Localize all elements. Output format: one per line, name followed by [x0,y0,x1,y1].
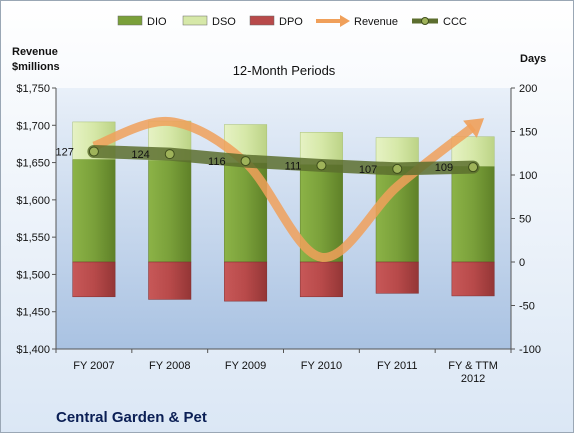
x-tick-label: FY 2009 [225,360,266,372]
x-axis: FY 2007 FY 2008 FY 2009 FY 2010 FY 2011 FY & … [55,348,512,385]
legend-label: Revenue [354,16,398,28]
left-tick-label: $1,500 [16,269,50,281]
ccc-line [87,145,480,176]
legend-swatch [117,15,143,26]
right-tick-label: 200 [519,83,537,95]
ccc-point [316,160,327,171]
legend-arrow-head [340,15,350,27]
legend: DIO DSO DPO Revenue CCC [117,15,467,28]
ccc-point [392,163,403,174]
right-axis: -100 -50 0 50 100 150 200 [510,83,541,356]
ccc-point [164,149,175,160]
ccc-data-label: 127 [56,147,74,159]
x-tick-label: FY 2008 [149,360,190,372]
right-axis-label: Days [520,53,546,65]
right-tick-label: 50 [519,214,531,226]
bar-dpo [148,261,192,300]
left-tick-label: $1,400 [16,344,50,356]
right-tick-label: 0 [519,257,525,269]
legend-swatch [182,15,208,26]
right-tick-label: -50 [519,301,535,313]
bar-dpo [224,261,268,302]
legend-label: DIO [147,16,167,28]
left-tick-label: $1,700 [16,120,50,132]
legend-label: DPO [279,16,303,28]
revenue-arrow-head [463,118,485,138]
ccc-data-label: 124 [131,149,149,161]
right-tick-label: -100 [519,344,541,356]
revenue-line [92,116,476,262]
ccc-point [468,162,479,173]
right-tick-label: 150 [519,127,537,139]
left-axis-label-line1: Revenue [12,46,58,58]
bar-dpo [375,261,419,294]
ccc-data-label: 116 [208,156,226,168]
right-tick-label: 100 [519,170,537,182]
chart-title: 12-Month Periods [233,63,336,78]
left-tick-label: $1,650 [16,158,50,170]
ccc-data-label: 107 [359,164,377,176]
x-tick-sublabel: 2012 [461,373,485,385]
left-tick-label: $1,750 [16,83,50,95]
bar-dpo [299,261,343,298]
ccc-point [88,146,99,157]
bar-dio [148,159,192,263]
left-tick-label: $1,450 [16,307,50,319]
x-tick-label: FY & TTM [448,360,498,372]
x-tick-label: FY 2010 [301,360,342,372]
legend-label: CCC [443,16,467,28]
legend-swatch [249,15,275,26]
legend-marker [421,17,429,25]
ccc-data-label: 111 [285,160,302,172]
left-tick-label: $1,600 [16,195,50,207]
bar-dso [375,137,419,167]
ccc-series: 127 124 116 111 107 109 [56,145,480,176]
bar-dio [451,166,495,263]
ccc-point [240,156,251,167]
bar-dpo [451,261,495,297]
x-tick-label: FY 2007 [73,360,114,372]
left-tick-label: $1,550 [16,232,50,244]
revenue-series [92,116,485,262]
bar-dio [72,159,116,263]
company-name: Central Garden & Pet [56,409,207,426]
x-tick-label: FY 2011 [377,360,418,372]
left-axis-label-line2: $millions [12,61,60,73]
legend-label: DSO [212,16,236,28]
bar-dpo [72,261,116,298]
ccc-data-label: 109 [435,162,453,174]
left-axis: $1,400 $1,450 $1,500 $1,550 $1,600 $1,650 $1,7… [16,83,57,356]
